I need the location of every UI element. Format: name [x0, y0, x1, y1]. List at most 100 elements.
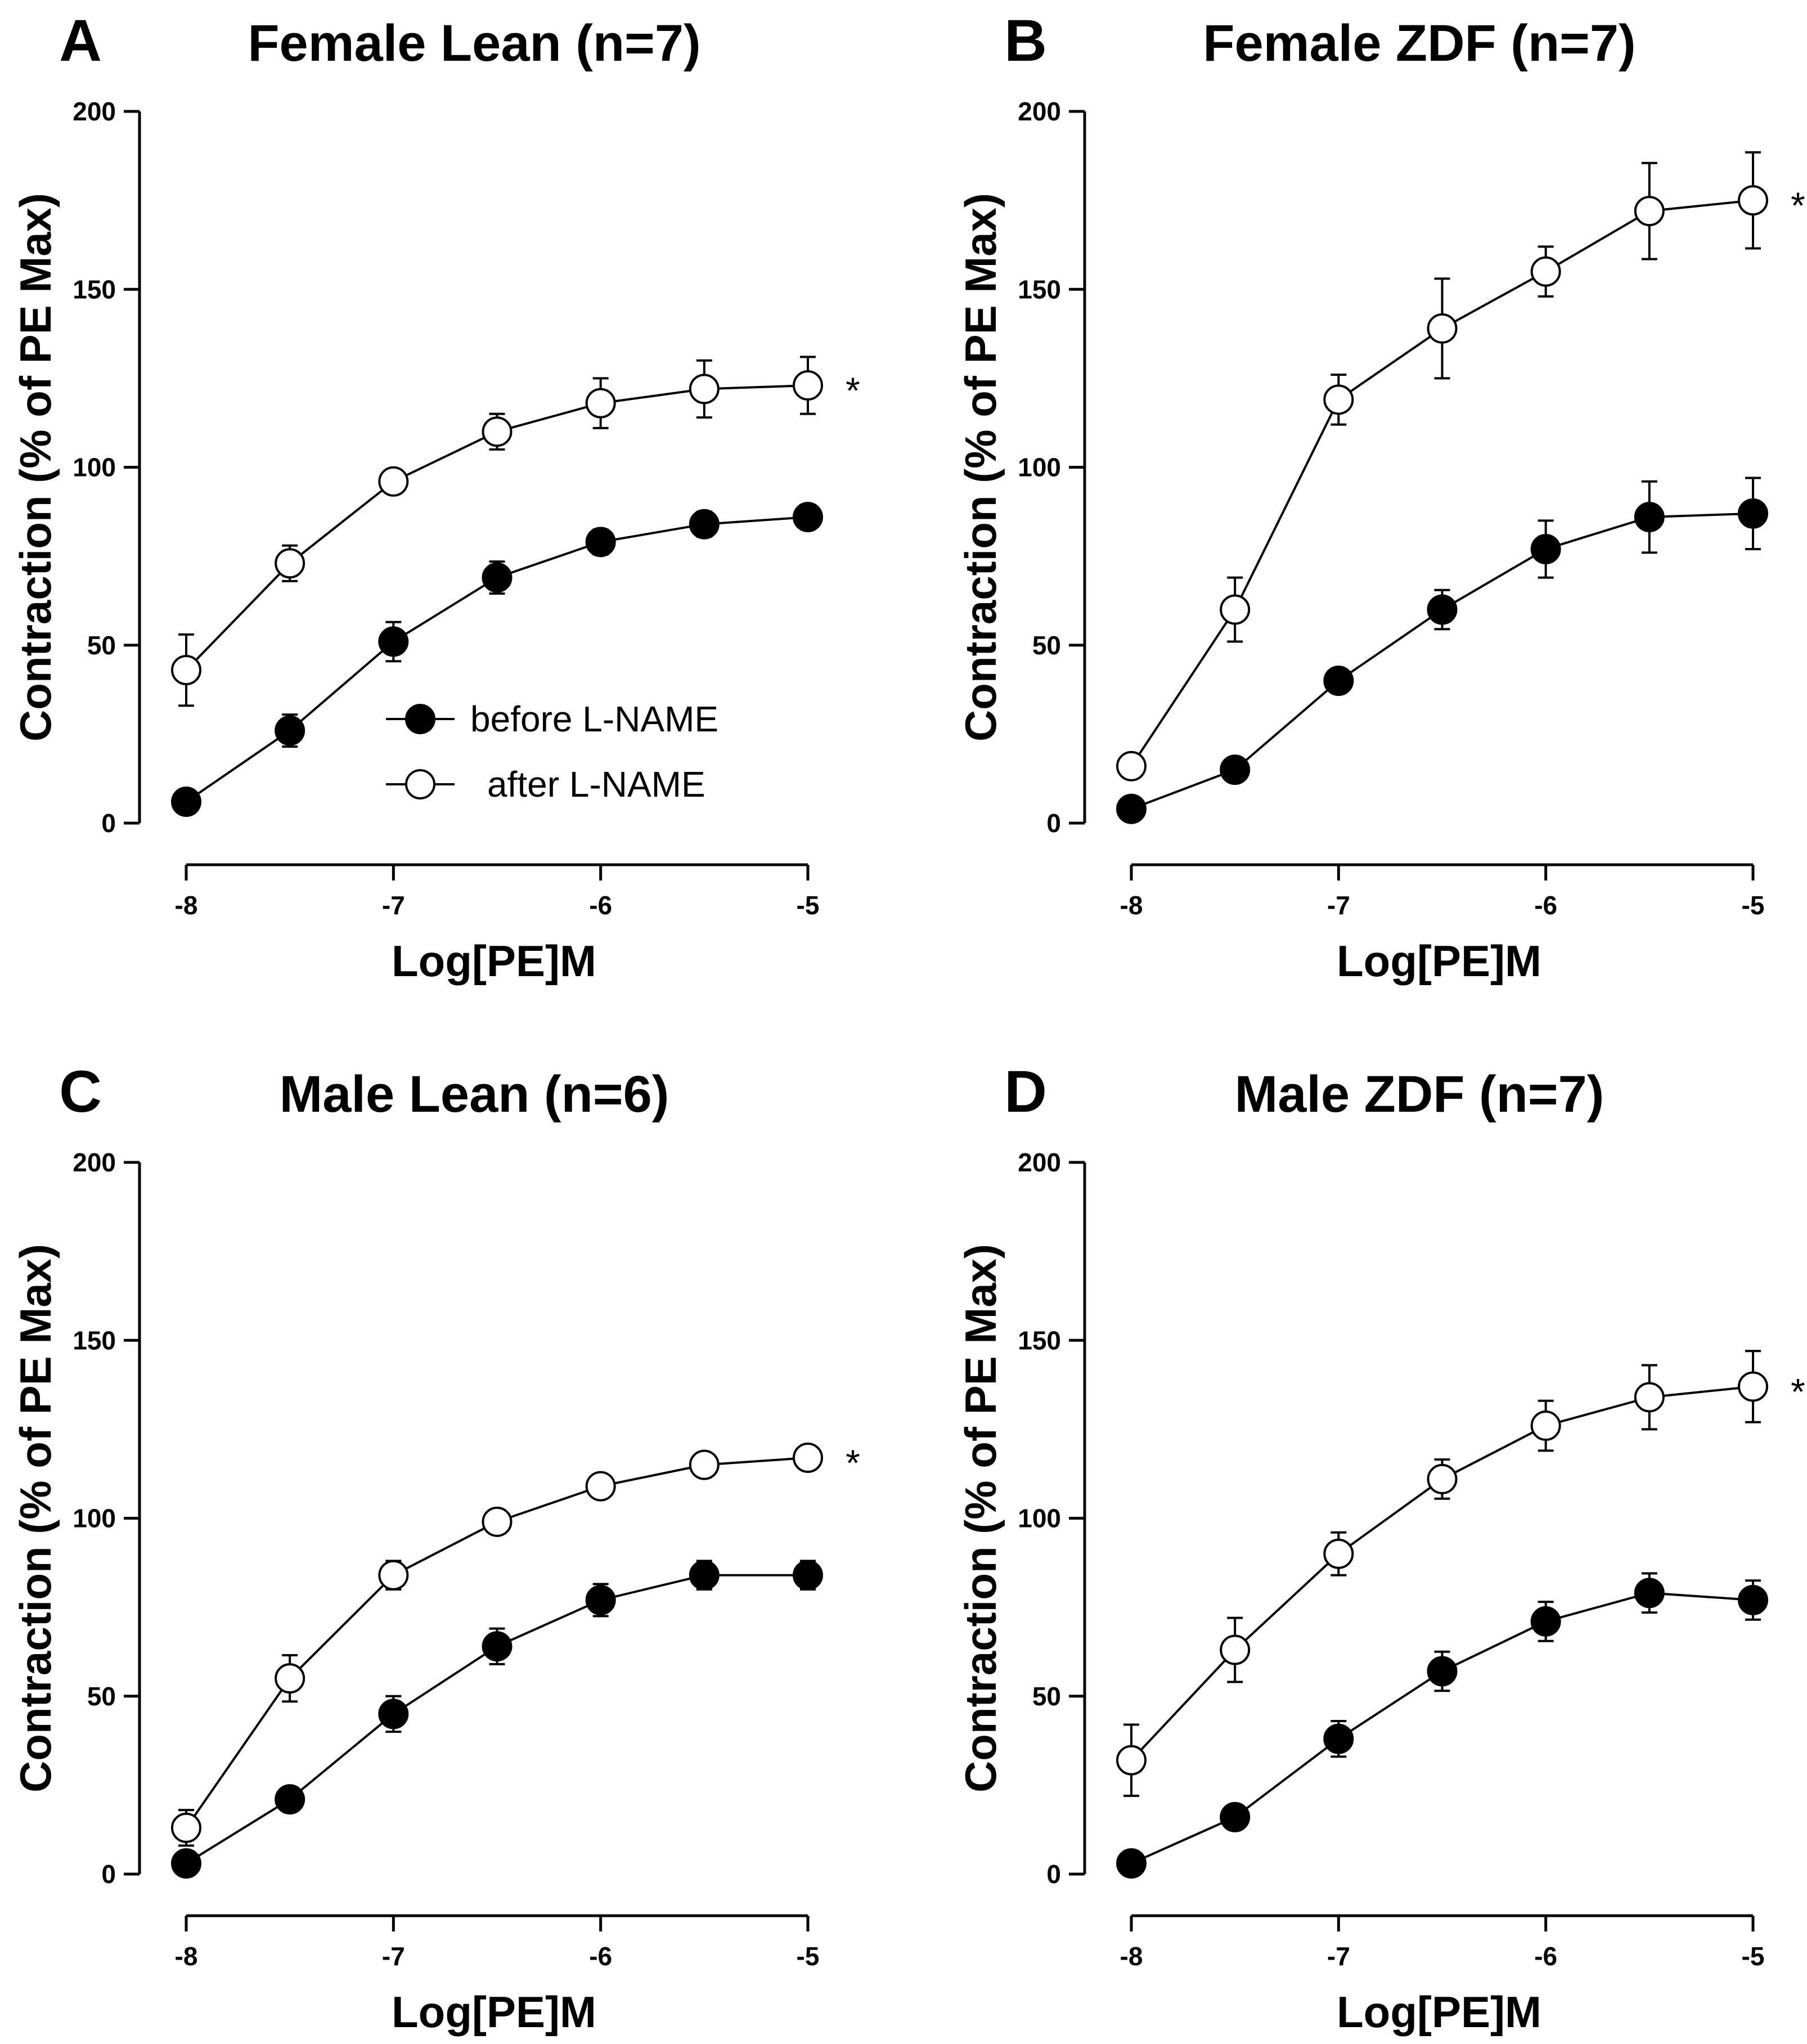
data-point: [585, 1471, 616, 1502]
y-tick-label: 150: [1018, 1326, 1061, 1355]
chart-title: Female ZDF (n=7): [1203, 15, 1635, 72]
series-after: [171, 356, 823, 707]
x-tick-label: -6: [589, 891, 612, 920]
data-point: [171, 787, 201, 817]
data-point: [275, 1663, 305, 1694]
y-axis-label: Contraction (% of PE Max): [956, 1244, 1005, 1793]
data-point: [1427, 594, 1458, 625]
series-line: [185, 1574, 808, 1865]
y-tick-label: 50: [1032, 1682, 1061, 1711]
data-point: [1634, 1382, 1665, 1413]
x-tick-label: -8: [175, 1942, 198, 1971]
data-point: [275, 715, 305, 746]
data-point: [1323, 1723, 1354, 1754]
x-tick-label: -8: [1120, 891, 1143, 920]
data-point: [378, 626, 409, 657]
significance-asterisk: *: [1791, 1371, 1805, 1412]
data-point: [1738, 1584, 1768, 1615]
data-point: [689, 1560, 720, 1591]
data-point: [378, 466, 409, 497]
data-point: [1323, 666, 1354, 696]
x-tick-label: -6: [1534, 1942, 1557, 1971]
data-point: [1323, 384, 1354, 415]
data-point: [482, 1631, 513, 1662]
data-point: [1220, 594, 1251, 625]
data-point: [1116, 751, 1147, 781]
data-point: [1220, 1634, 1251, 1665]
y-tick-label: 50: [87, 631, 116, 660]
legend-label: after L-NAME: [487, 764, 705, 805]
x-tick-label: -5: [797, 1942, 820, 1971]
data-point: [482, 1506, 513, 1537]
data-point: [793, 1442, 823, 1473]
series-after: [171, 1442, 823, 1847]
data-point: [689, 1449, 720, 1480]
y-tick-label: 0: [1046, 808, 1061, 838]
data-point: [275, 548, 305, 579]
y-tick-label: 200: [1018, 1148, 1061, 1177]
series-before: [171, 1560, 823, 1879]
data-point: [1634, 196, 1665, 227]
data-point: [378, 1699, 409, 1729]
y-tick-label: 150: [73, 1326, 116, 1355]
x-tick-label: -7: [1327, 1942, 1350, 1971]
data-point: [171, 1848, 201, 1879]
legend: before L-NAME after L-NAME: [386, 699, 718, 805]
legend-marker: [405, 769, 435, 799]
data-point: [1530, 1606, 1561, 1637]
panel-C: C Male Lean (n=6) 0 50 100 150 200 -8 -7 -6 -5 Log[…: [11, 1059, 860, 2037]
panel-letter: A: [59, 8, 102, 74]
significance-asterisk: *: [1791, 185, 1805, 226]
panel-B: B Female ZDF (n=7) 0 50 100 150 200 -8 -7 -6 -5 Log…: [956, 8, 1805, 986]
y-tick-label: 150: [73, 275, 116, 304]
y-tick-label: 100: [73, 453, 116, 482]
data-point: [1116, 1848, 1147, 1879]
y-tick-label: 200: [1018, 97, 1061, 126]
data-point: [793, 502, 823, 533]
x-tick-label: -8: [1120, 1942, 1143, 1971]
data-point: [378, 1560, 409, 1591]
data-point: [585, 1584, 616, 1615]
series-after: [1116, 151, 1768, 781]
x-tick-label: -8: [175, 891, 198, 920]
chart-title: Male ZDF (n=7): [1235, 1066, 1604, 1123]
chart-title: Male Lean (n=6): [280, 1066, 669, 1123]
data-point: [1634, 502, 1665, 533]
data-point: [1738, 185, 1768, 216]
x-axis-label: Log[PE]M: [392, 936, 596, 986]
data-point: [1116, 793, 1147, 824]
data-point: [171, 1812, 201, 1843]
panel-A: A Female Lean (n=7) 0 50 100 150 200 -8 -7 -6 -5 Lo…: [11, 8, 860, 986]
y-axis-label: Contraction (% of PE Max): [11, 193, 60, 742]
data-point: [1116, 1745, 1147, 1776]
data-point: [1427, 1656, 1458, 1687]
data-point: [1220, 1802, 1251, 1832]
y-tick-label: 100: [1018, 453, 1061, 482]
data-point: [689, 509, 720, 540]
x-tick-label: -7: [1327, 891, 1350, 920]
y-tick-label: 200: [73, 1148, 116, 1177]
y-tick-label: 200: [73, 97, 116, 126]
data-point: [1530, 533, 1561, 564]
x-axis-label: Log[PE]M: [392, 1987, 596, 2037]
data-point: [1634, 1578, 1665, 1609]
data-point: [793, 1560, 823, 1591]
y-tick-label: 100: [73, 1504, 116, 1533]
y-axis-label: Contraction (% of PE Max): [11, 1244, 60, 1793]
series-before: [1116, 1572, 1768, 1879]
data-point: [482, 562, 513, 593]
data-point: [1323, 1538, 1354, 1569]
y-tick-label: 0: [1046, 1859, 1061, 1889]
y-tick-label: 100: [1018, 1504, 1061, 1533]
data-point: [585, 527, 616, 558]
data-point: [585, 388, 616, 419]
data-point: [1530, 1410, 1561, 1441]
data-point: [1427, 313, 1458, 344]
series-before: [171, 502, 823, 817]
x-tick-label: -6: [1534, 891, 1557, 920]
x-axis-label: Log[PE]M: [1337, 936, 1541, 986]
x-tick-label: -5: [1742, 891, 1765, 920]
data-point: [482, 416, 513, 447]
panel-letter: D: [1004, 1059, 1047, 1125]
